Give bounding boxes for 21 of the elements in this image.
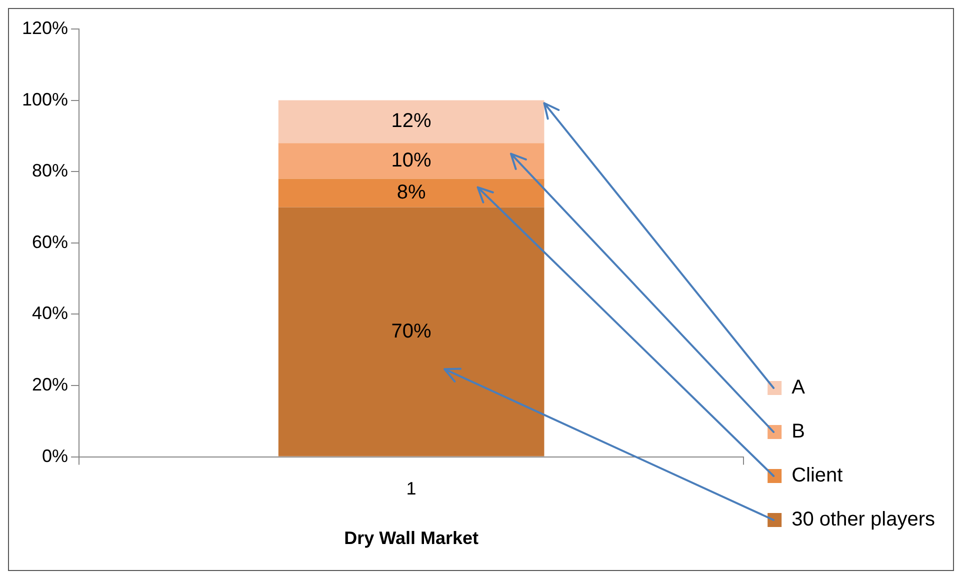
data-label: 12% [391, 110, 432, 132]
x-axis-title: Dry Wall Market [344, 528, 479, 548]
legend-label: Client [792, 464, 844, 487]
y-tick-label: 60% [32, 232, 68, 252]
bar [278, 178, 544, 208]
y-tick-label: 120% [22, 18, 68, 38]
y-tick-label: 0% [42, 446, 68, 466]
bar [278, 207, 544, 456]
bar [278, 100, 544, 144]
legend-label: 30 other players [792, 508, 936, 531]
y-tick-label: 20% [32, 374, 68, 394]
bar [278, 143, 544, 179]
data-label: 70% [391, 320, 432, 342]
y-tick-label: 40% [32, 303, 68, 324]
legend-label: B [792, 420, 805, 443]
data-label: 10% [391, 149, 432, 172]
legend-label: A [792, 376, 806, 399]
y-tick-label: 80% [32, 160, 68, 181]
x-tick-label: 1 [406, 478, 416, 499]
data-label: 8% [396, 182, 426, 204]
y-tick-label: 100% [22, 89, 68, 110]
